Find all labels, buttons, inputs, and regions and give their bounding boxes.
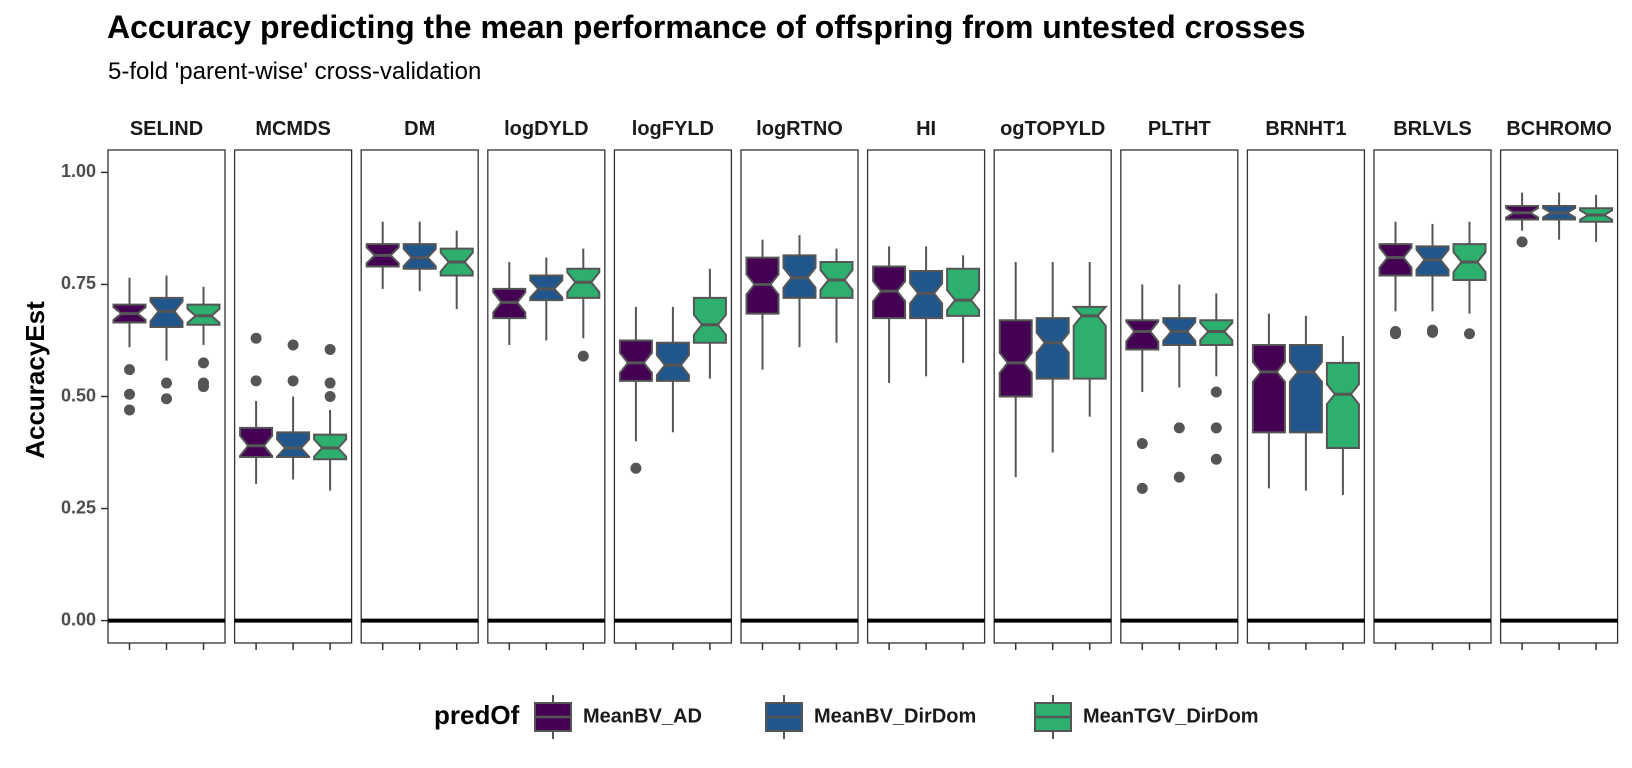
outlier-point xyxy=(287,375,299,387)
legend-item: MeanTGV_DirDom xyxy=(1034,695,1259,739)
facet-panel: PLTHT xyxy=(1120,118,1239,650)
outlier-point xyxy=(577,350,589,362)
facet-strip-label: BRNHT1 xyxy=(1265,118,1346,140)
y-axis-title: AccuracyEst xyxy=(20,301,50,459)
outlier-point xyxy=(124,364,135,376)
facet-strip-label: DM xyxy=(404,118,435,140)
chart-title: Accuracy predicting the mean performance… xyxy=(107,9,1306,45)
y-tick-label: 0.75 xyxy=(61,273,96,293)
outlier-point xyxy=(324,391,336,402)
legend-items: MeanBV_AD MeanBV_DirDom MeanTGV_DirDom xyxy=(534,695,1259,739)
box-meantgv-dirdom xyxy=(692,296,727,344)
y-tick-label: 0.00 xyxy=(61,609,96,629)
facet-strip-label: BCHROMO xyxy=(1506,118,1612,140)
facet-panel: logDYLD xyxy=(487,118,606,650)
facet-panel: BCHROMO xyxy=(1499,118,1619,650)
outlier-point xyxy=(1173,471,1185,483)
outlier-point xyxy=(1173,422,1185,434)
box-meantgv-dirdom xyxy=(1325,361,1360,450)
outlier-point xyxy=(630,462,642,474)
y-tick-label: 1.00 xyxy=(61,161,96,181)
outlier-point xyxy=(1210,422,1222,434)
y-tick-label: 0.25 xyxy=(61,497,96,517)
outlier-point xyxy=(1136,438,1148,450)
facet-panel: MCMDS xyxy=(233,118,353,650)
facet-strip-label: logDYLD xyxy=(504,118,588,140)
legend: predOf MeanBV_AD MeanBV_DirDom MeanTGV_Dir… xyxy=(434,695,1259,739)
box-meanbv-dirdom xyxy=(1035,317,1070,380)
box-meanbv-dirdom xyxy=(1288,343,1323,434)
facet-strip-label: logFYLD xyxy=(632,118,714,140)
panel-frame xyxy=(487,149,606,644)
box-meantgv-dirdom xyxy=(1071,305,1108,380)
outlier-point xyxy=(198,381,209,393)
legend-label: MeanTGV_DirDom xyxy=(1083,705,1259,727)
panel-frame xyxy=(866,149,986,644)
legend-item: MeanBV_AD xyxy=(534,695,702,739)
legend-title: predOf xyxy=(434,700,520,730)
outlier-point xyxy=(1427,326,1438,338)
outlier-point xyxy=(287,339,299,351)
outlier-point xyxy=(198,357,209,369)
facet-panel: logRTNO xyxy=(740,118,859,650)
outlier-point xyxy=(250,375,262,387)
facet-panel: ogTOPYLD xyxy=(993,118,1112,650)
outlier-point xyxy=(1210,386,1222,398)
legend-label: MeanBV_DirDom xyxy=(814,705,976,727)
outlier-point xyxy=(324,343,336,355)
legend-label: MeanBV_AD xyxy=(583,705,702,727)
facet-strip-label: ogTOPYLD xyxy=(1000,118,1105,140)
outlier-point xyxy=(1464,328,1475,340)
outlier-point xyxy=(124,404,135,416)
panel-frame xyxy=(740,149,859,644)
outlier-point xyxy=(250,332,262,344)
box-meanbv-ad xyxy=(239,426,274,459)
panel-frame xyxy=(1120,149,1239,644)
box-meanbv-ad xyxy=(998,319,1033,398)
facet-panel: SELIND xyxy=(107,118,226,650)
box-meanbv-ad xyxy=(1378,243,1413,277)
box-meanbv-dirdom xyxy=(655,341,690,382)
outlier-point xyxy=(1136,482,1148,494)
legend-item: MeanBV_DirDom xyxy=(765,695,976,739)
outlier-point xyxy=(1516,236,1528,248)
facet-panel: BRNHT1 xyxy=(1246,118,1366,650)
box-meanbv-dirdom xyxy=(276,431,311,459)
facet-strip-label: MCMDS xyxy=(255,118,331,140)
y-tick-label: 0.50 xyxy=(61,385,96,405)
outlier-point xyxy=(1390,328,1401,340)
outlier-point xyxy=(161,393,172,405)
box-meantgv-dirdom xyxy=(946,267,981,317)
facet-panel: DM xyxy=(360,118,479,650)
y-axis: 0.00 0.25 0.50 0.75 1.00 xyxy=(61,161,108,629)
facet-strip-label: logRTNO xyxy=(756,118,843,140)
facet-panel: BRLVLS xyxy=(1373,118,1492,650)
box-meanbv-ad xyxy=(1251,343,1286,434)
box-meanbv-ad xyxy=(1125,319,1160,351)
box-meanbv-ad xyxy=(618,339,653,382)
outlier-point xyxy=(324,377,336,389)
facet-panels: SELIND MCMDS DM logDYLD logFYLD logRTNO HI ogTO… xyxy=(107,118,1619,650)
chart-subtitle: 5-fold 'parent-wise' cross-validation xyxy=(108,58,482,85)
facet-strip-label: HI xyxy=(916,118,936,140)
facet-strip-label: BRLVLS xyxy=(1393,118,1472,140)
outlier-point xyxy=(161,377,172,389)
facet-strip-label: SELIND xyxy=(130,118,203,140)
outlier-point xyxy=(1210,453,1222,465)
facet-panel: logFYLD xyxy=(613,118,733,650)
facet-panel: HI xyxy=(866,118,986,650)
outlier-point xyxy=(124,388,135,400)
facet-strip-label: PLTHT xyxy=(1148,118,1211,140)
